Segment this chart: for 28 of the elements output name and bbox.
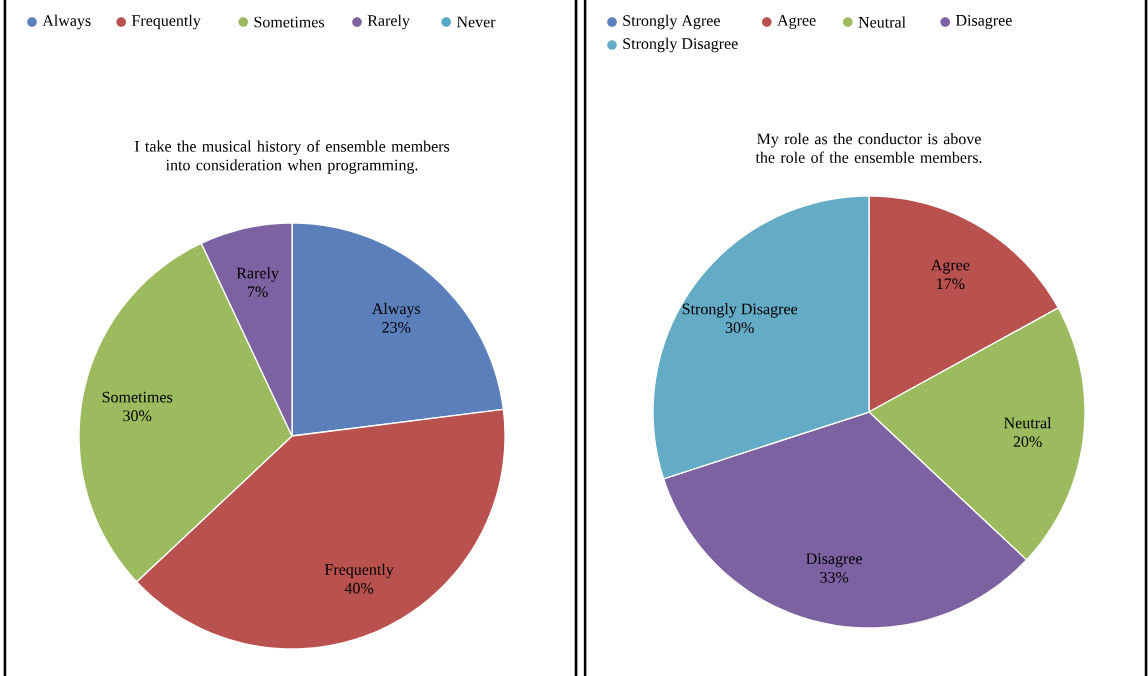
slice-label: Sometimes [102, 391, 173, 403]
legend-label: Rarely [367, 14, 410, 30]
legend-label: Neutral [858, 16, 906, 28]
legend-label: Sometimes [254, 16, 325, 28]
slice-label: Agree [930, 259, 970, 274]
slice-label: Disagree [806, 553, 863, 568]
slice-label: Strongly Disagree [682, 303, 798, 318]
legend-label: Strongly Disagree [623, 37, 738, 53]
text: I take the musical history of ensemble members into consideration when programming. [134, 140, 450, 174]
legend-label: Agree [777, 15, 816, 30]
slice-label: Neutral [1004, 417, 1052, 429]
legend-label: Disagree [955, 14, 1012, 30]
text: My role as the conductor is above the role of the ensemble members. [755, 133, 982, 164]
data-label: 33% [820, 571, 849, 583]
legend-label: Strongly Agree [623, 14, 720, 30]
data-label: 30% [123, 410, 152, 422]
slice-label: Frequently [324, 563, 394, 579]
data-label: 40% [344, 582, 374, 594]
data-label: 20% [1013, 436, 1042, 448]
data-label: 7% [248, 286, 268, 298]
legend-label: Always [42, 14, 91, 30]
slice-label: Always [371, 302, 421, 318]
data-label: 30% [725, 322, 754, 334]
legend-label: Never [456, 16, 496, 28]
data-label: 17% [937, 278, 965, 290]
data-label: 23% [382, 321, 411, 333]
slice-label: Rarely [236, 267, 279, 282]
legend-label: Frequently [131, 14, 201, 30]
